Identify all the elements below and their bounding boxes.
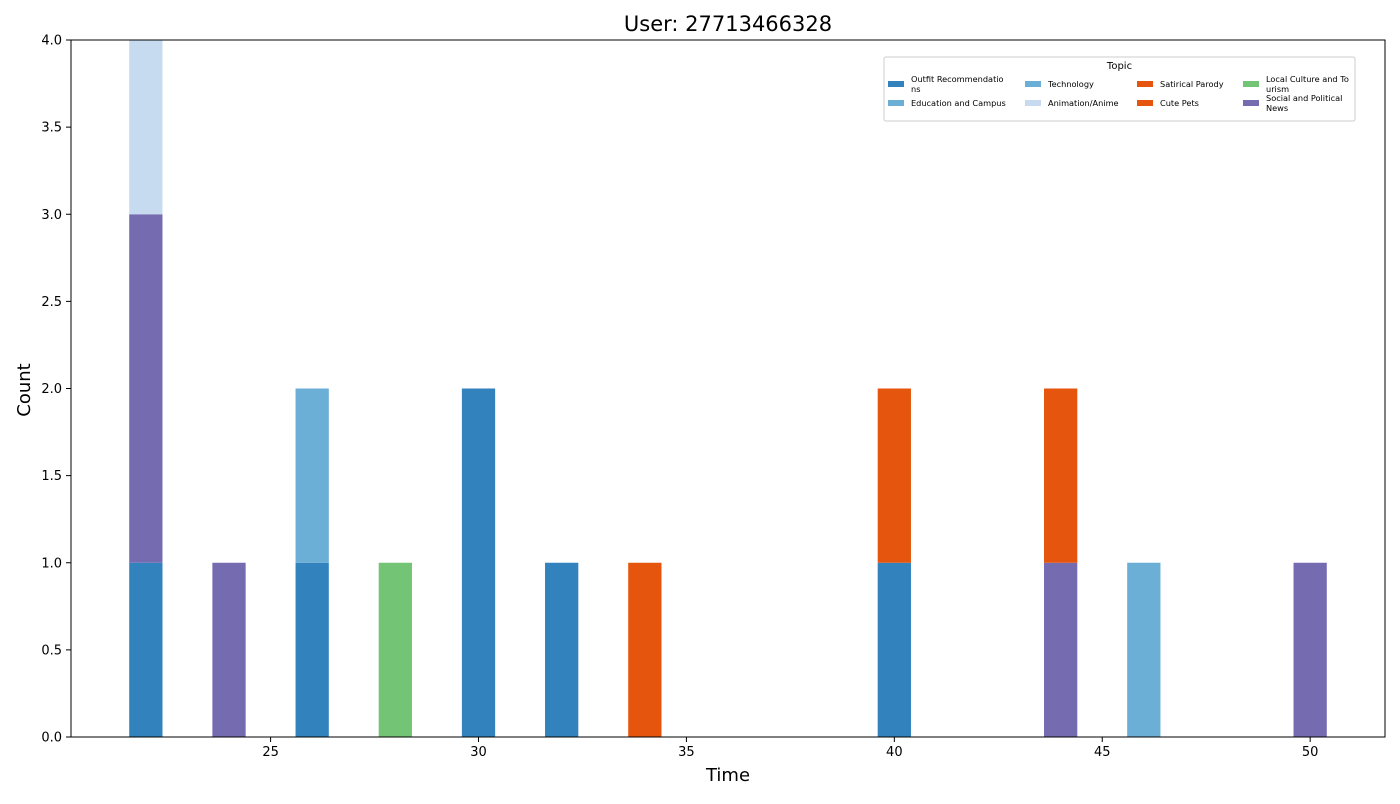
bar-segment-10-0 bbox=[1293, 562, 1327, 737]
bar-segment-0-1 bbox=[129, 214, 163, 563]
y-tick-label-3: 1.5 bbox=[41, 469, 62, 484]
legend-label-0-0-1: ns bbox=[911, 84, 920, 94]
legend-swatch-2-1 bbox=[1137, 100, 1153, 106]
legend-swatch-0-1 bbox=[888, 100, 904, 106]
x-tick-label-1: 30 bbox=[470, 745, 487, 760]
bar-segment-3-0 bbox=[378, 562, 412, 737]
legend-box bbox=[883, 56, 1356, 122]
bar-segment-1-0 bbox=[212, 562, 246, 737]
legend-label-3-0-0: Local Culture and To bbox=[1266, 74, 1349, 84]
y-axis-label: Count bbox=[14, 363, 35, 416]
y-tick-label-7: 3.5 bbox=[41, 121, 62, 136]
bar-segment-2-1 bbox=[295, 388, 329, 563]
x-tick-label-2: 35 bbox=[678, 745, 695, 760]
legend-label-2-1-0: Cute Pets bbox=[1160, 98, 1199, 108]
bar-segment-2-0 bbox=[295, 562, 329, 737]
bar-segment-7-0 bbox=[877, 562, 911, 737]
y-tick-label-8: 4.0 bbox=[41, 34, 62, 49]
legend-swatch-1-1 bbox=[1025, 100, 1041, 106]
y-tick-label-4: 2.0 bbox=[41, 382, 62, 397]
legend-swatch-2-0 bbox=[1137, 81, 1153, 87]
bar-segment-0-2 bbox=[129, 40, 163, 215]
axes-layer: 25 30 35 40 45 50 0.0 0.5 1.0 1.5 2.0 2.5 3.0 3.5 4.0 bbox=[41, 34, 1386, 760]
legend-swatch-3-1 bbox=[1243, 100, 1259, 106]
bar-segment-7-1 bbox=[877, 388, 911, 563]
legend-label-2-0-0: Satirical Parody bbox=[1160, 79, 1224, 89]
x-tick-label-3: 40 bbox=[886, 745, 903, 760]
legend-swatch-1-0 bbox=[1025, 81, 1041, 87]
y-tick-label-5: 2.5 bbox=[41, 295, 62, 310]
legend-swatch-3-0 bbox=[1243, 81, 1259, 87]
y-tick-label-6: 3.0 bbox=[41, 208, 62, 223]
x-axis-label: Time bbox=[705, 765, 750, 786]
x-tick-label-0: 25 bbox=[262, 745, 279, 760]
legend-label-1-1-0: Animation/Anime bbox=[1048, 98, 1119, 108]
bar-segment-8-0 bbox=[1044, 562, 1078, 737]
bar-segment-4-0 bbox=[461, 388, 496, 737]
bar-segment-8-1 bbox=[1044, 388, 1078, 563]
bars-layer bbox=[129, 40, 1327, 737]
legend-label-3-1-1: News bbox=[1266, 103, 1288, 113]
y-tick-label-2: 1.0 bbox=[41, 556, 62, 571]
legend-swatch-0-0 bbox=[888, 81, 904, 87]
bar-segment-5-0 bbox=[545, 562, 579, 737]
bar-segment-6-0 bbox=[628, 562, 662, 737]
x-tick-label-4: 45 bbox=[1094, 745, 1111, 760]
bar-segment-9-0 bbox=[1127, 562, 1161, 737]
legend-label-3-1-0: Social and Political bbox=[1266, 93, 1342, 103]
chart-title: User: 27713466328 bbox=[624, 12, 832, 36]
legend-title: Topic bbox=[1106, 61, 1132, 72]
legend-label-3-0-1: urism bbox=[1266, 84, 1289, 94]
legend-label-0-1-0: Education and Campus bbox=[911, 98, 1006, 108]
y-tick-label-1: 0.5 bbox=[41, 643, 62, 658]
legend-label-0-0-0: Outfit Recommendatio bbox=[911, 74, 1004, 84]
bar-segment-0-0 bbox=[129, 562, 163, 737]
x-tick-label-5: 50 bbox=[1302, 745, 1319, 760]
y-tick-label-0: 0.0 bbox=[41, 731, 62, 746]
legend-label-1-0-0: Technology bbox=[1047, 79, 1094, 89]
